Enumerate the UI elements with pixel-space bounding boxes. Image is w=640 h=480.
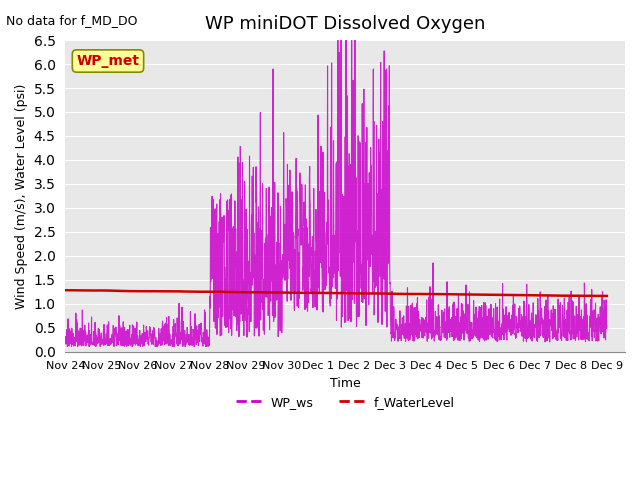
Line: WP_ws: WP_ws — [65, 40, 607, 347]
Title: WP miniDOT Dissolved Oxygen: WP miniDOT Dissolved Oxygen — [205, 15, 485, 33]
f_WaterLevel — [603, 293, 611, 299]
f_WaterLevel — [588, 293, 595, 299]
Legend: WP_ws, f_WaterLevel: WP_ws, f_WaterLevel — [230, 391, 460, 414]
WP_ws — [603, 323, 611, 328]
WP_ws — [310, 268, 318, 274]
f_WaterLevel — [310, 290, 318, 296]
WP_ws — [89, 340, 97, 346]
Text: WP_met: WP_met — [76, 54, 140, 68]
f_WaterLevel — [325, 290, 333, 296]
f_WaterLevel — [588, 293, 595, 299]
Line: f_WaterLevel: f_WaterLevel — [65, 290, 607, 296]
f_WaterLevel — [63, 287, 70, 293]
WP_ws — [334, 37, 342, 43]
f_WaterLevel — [488, 292, 496, 298]
WP_ws — [181, 344, 189, 349]
Y-axis label: Wind Speed (m/s), Water Level (psi): Wind Speed (m/s), Water Level (psi) — [15, 83, 28, 309]
f_WaterLevel — [602, 293, 610, 299]
f_WaterLevel — [90, 288, 97, 293]
WP_ws — [588, 333, 595, 339]
Text: No data for f_MD_DO: No data for f_MD_DO — [6, 14, 138, 27]
WP_ws — [61, 334, 69, 339]
WP_ws — [588, 287, 596, 292]
WP_ws — [325, 264, 333, 270]
WP_ws — [488, 331, 496, 337]
X-axis label: Time: Time — [330, 377, 360, 390]
f_WaterLevel — [61, 288, 69, 293]
